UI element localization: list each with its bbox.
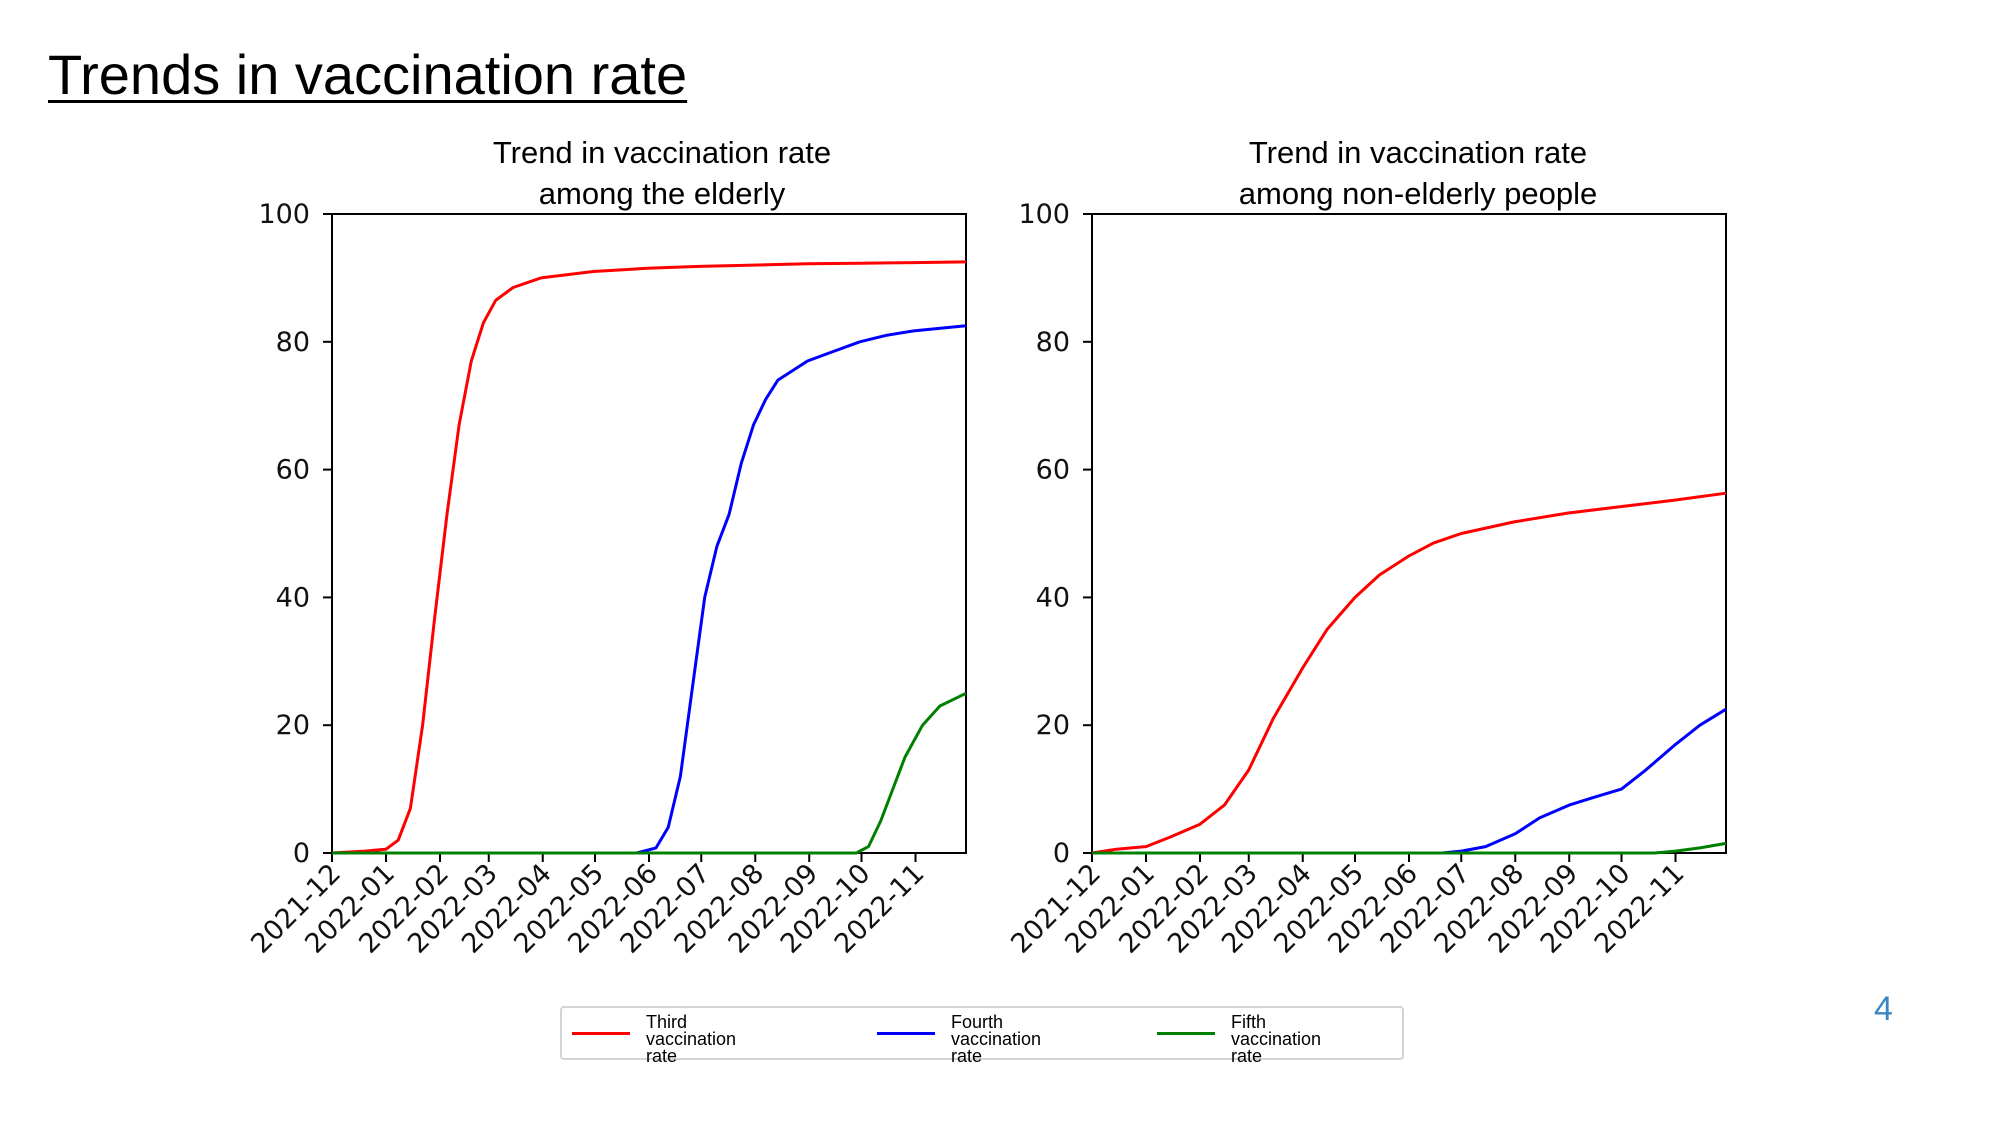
chart-title-line1: Trend in vaccination rate	[1248, 135, 1588, 170]
legend-label-line1: Fifth	[1231, 1012, 1267, 1032]
series-line-fourth	[1092, 707, 1727, 855]
y-tick-label: 20	[1036, 710, 1070, 741]
legend-swatch-fifth	[1157, 1032, 1215, 1035]
y-tick-label: 0	[293, 838, 310, 869]
chart-title-elderly: Trend in vaccination rate among the elde…	[402, 132, 922, 214]
chart-title-line2: among non-elderly people	[1238, 176, 1598, 211]
y-tick-label: 60	[276, 455, 310, 486]
y-tick-label: 40	[276, 582, 310, 613]
legend-label-third: Third vaccination rate	[646, 1012, 737, 1066]
y-tick-label: 80	[1036, 327, 1070, 358]
y-tick-label: 100	[258, 199, 310, 230]
legend-label-line1: Fourth	[951, 1012, 1004, 1032]
chart-title-line2: among the elderly	[538, 176, 786, 211]
legend-label-line2: vaccination rate	[951, 1029, 1042, 1066]
chart-title-non-elderly: Trend in vaccination rate among non-elde…	[1158, 132, 1678, 214]
y-tick-label: 0	[1053, 838, 1070, 869]
y-tick-label: 40	[1036, 582, 1070, 613]
chart-legend: Third vaccination rate Fourth vaccinatio…	[560, 1006, 1404, 1065]
series-line-third	[1091, 491, 1727, 855]
legend-label-line1: Third	[646, 1012, 688, 1032]
series-line-fifth	[1092, 841, 1727, 855]
chart-title-line1: Trend in vaccination rate	[492, 135, 832, 170]
plot-frame	[1091, 213, 1727, 854]
page-number: 4	[1874, 990, 1893, 1028]
series-line-third	[331, 260, 967, 855]
legend-swatch-third	[572, 1032, 630, 1035]
series-line-fourth	[332, 324, 967, 855]
legend-label-fifth: Fifth vaccination rate	[1231, 1012, 1322, 1066]
legend-label-line2: vaccination rate	[646, 1029, 737, 1066]
slide-title: Trends in vaccination rate	[48, 43, 688, 106]
y-tick-label: 100	[1018, 199, 1070, 230]
legend-swatch-fourth	[877, 1032, 935, 1035]
legend-label-line2: vaccination rate	[1231, 1029, 1322, 1066]
y-tick-label: 60	[1036, 455, 1070, 486]
plot-frame	[331, 213, 967, 854]
y-tick-label: 20	[276, 710, 310, 741]
y-tick-label: 80	[276, 327, 310, 358]
legend-label-fourth: Fourth vaccination rate	[951, 1012, 1042, 1066]
series-line-fifth	[332, 691, 967, 855]
